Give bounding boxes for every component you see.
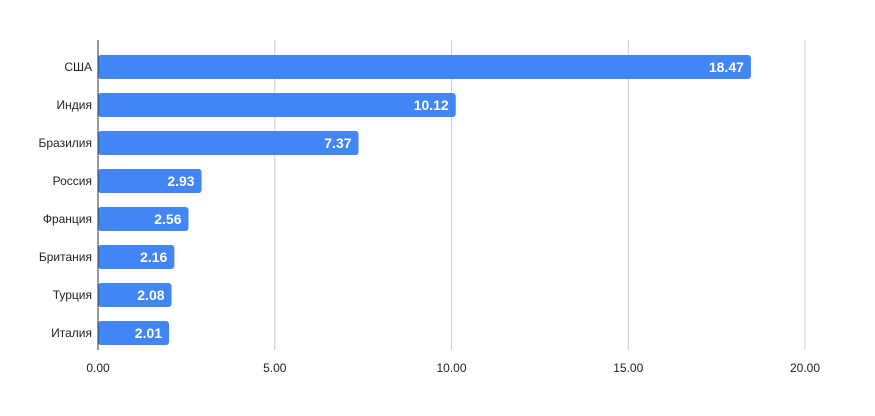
- category-label: США: [64, 60, 92, 74]
- x-tick-label: 5.00: [263, 361, 287, 375]
- category-label: Британия: [39, 250, 92, 264]
- category-label: Турция: [53, 288, 92, 302]
- x-tick-label: 20.00: [790, 361, 820, 375]
- bar: [98, 245, 175, 269]
- value-label: 2.93: [167, 173, 194, 189]
- bar: [98, 321, 170, 345]
- value-label: 2.08: [137, 287, 164, 303]
- category-label: Бразилия: [39, 136, 93, 150]
- bar: [98, 169, 202, 193]
- bar: [98, 131, 359, 155]
- value-label: 2.16: [140, 249, 167, 265]
- category-label: Франция: [43, 212, 92, 226]
- value-label: 10.12: [414, 97, 449, 113]
- x-tick-label: 0.00: [86, 361, 110, 375]
- category-label: Индия: [57, 98, 92, 112]
- value-label: 2.01: [135, 325, 162, 341]
- labels: 0.00 5.00 10.00 15.00 20.00 США 18.47 Индия 10.1…: [39, 59, 821, 375]
- value-label: 2.56: [154, 211, 181, 227]
- category-label: Россия: [53, 174, 92, 188]
- bar: [98, 283, 172, 307]
- x-tick-label: 10.00: [436, 361, 466, 375]
- category-label: Италия: [51, 326, 92, 340]
- x-tick-label: 15.00: [613, 361, 643, 375]
- bar: [98, 55, 751, 79]
- value-label: 18.47: [709, 59, 744, 75]
- bar: [98, 93, 456, 117]
- bars: [98, 55, 751, 345]
- value-label: 7.37: [324, 135, 351, 151]
- bar: [98, 207, 189, 231]
- gridlines: [274, 40, 806, 350]
